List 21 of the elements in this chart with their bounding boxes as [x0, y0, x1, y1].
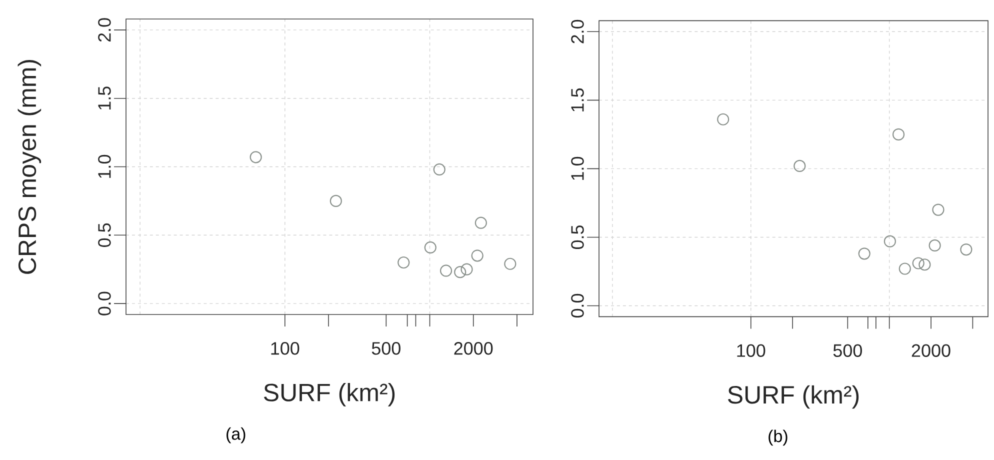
- y-axis-title: CRPS moyen (mm): [18, 60, 42, 274]
- x-tick-label: 100: [271, 342, 300, 355]
- x-tick-label: 2000: [912, 344, 950, 357]
- x-axis-title: SURF (km²): [728, 385, 859, 409]
- y-tick-label: 2.0: [571, 20, 584, 44]
- y-tick-label: 0.0: [571, 294, 584, 318]
- y-tick-label: 1.0: [571, 156, 584, 180]
- y-tick-label: 1.0: [98, 154, 111, 178]
- text: (a): [226, 427, 246, 444]
- y-tick-label: 0.0: [98, 292, 111, 316]
- y-tick-label: 0.5: [98, 223, 111, 247]
- text: (b): [768, 430, 788, 446]
- x-tick-label: 500: [833, 344, 862, 357]
- y-tick-label: 1.5: [571, 88, 584, 112]
- y-tick-label: 2.0: [98, 18, 111, 42]
- x-tick-label: 2000: [454, 342, 493, 355]
- x-tick-label: 100: [737, 344, 766, 357]
- x-tick-label: 500: [372, 342, 400, 355]
- y-tick-label: 1.5: [98, 86, 111, 110]
- y-tick-label: 0.5: [571, 225, 584, 250]
- x-axis-title: SURF (km²): [264, 383, 395, 406]
